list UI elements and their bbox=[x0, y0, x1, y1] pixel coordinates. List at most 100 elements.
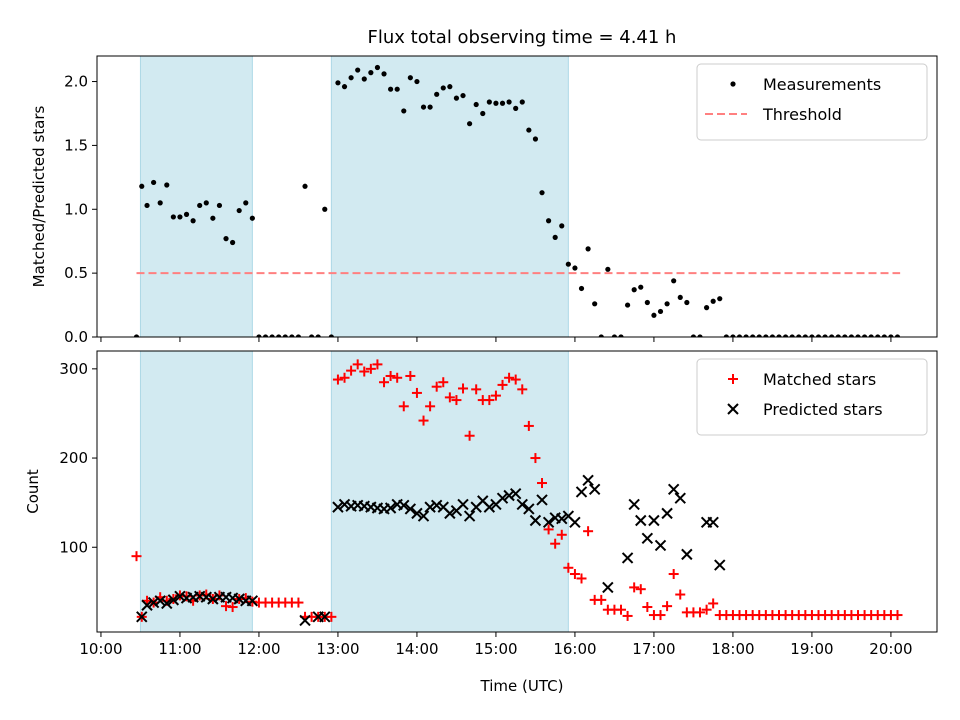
measurement-point bbox=[480, 110, 486, 117]
matched-point bbox=[418, 415, 429, 426]
observing-window-1 bbox=[139, 56, 253, 337]
series-measurements bbox=[133, 64, 901, 337]
predicted-point bbox=[661, 507, 673, 520]
measurement-point bbox=[322, 206, 328, 212]
predicted-point-b bbox=[411, 507, 423, 520]
matched-point bbox=[642, 602, 653, 613]
measurement-point bbox=[473, 101, 479, 108]
matched-point bbox=[662, 601, 673, 612]
measurement-point bbox=[348, 75, 354, 81]
y-axis-label: Matched/Predicted stars bbox=[30, 106, 48, 288]
predicted-point-b bbox=[457, 498, 469, 511]
predicted-point bbox=[207, 593, 219, 605]
predicted-point-b bbox=[154, 595, 166, 607]
measurement-point bbox=[335, 80, 341, 86]
y-tick-label: 2.0 bbox=[64, 73, 88, 91]
measurement-point bbox=[743, 334, 749, 337]
measurement-point bbox=[776, 334, 782, 337]
matched-point bbox=[398, 401, 409, 412]
measurement-point bbox=[394, 86, 400, 92]
predicted-point bbox=[233, 593, 245, 605]
measurement-point bbox=[309, 334, 315, 337]
matched-point bbox=[484, 395, 495, 406]
predicted-point-b bbox=[161, 597, 173, 610]
measurement-point bbox=[703, 305, 710, 311]
x-axis-label: Time (UTC) bbox=[480, 677, 564, 695]
x-tick-label: 14:00 bbox=[395, 640, 438, 658]
matched-point bbox=[695, 607, 706, 618]
matched-point bbox=[892, 610, 903, 621]
predicted-point bbox=[588, 483, 601, 495]
x-tick-label: 15:00 bbox=[474, 640, 517, 658]
observing-window-2 bbox=[330, 56, 569, 337]
measurement-point bbox=[269, 334, 275, 337]
predicted-point-b bbox=[404, 503, 417, 515]
matched-point bbox=[471, 384, 482, 395]
measurement-point bbox=[664, 301, 670, 307]
measurement-point bbox=[164, 182, 170, 188]
x-tick-label: 20:00 bbox=[869, 640, 912, 658]
measurement-point bbox=[592, 301, 598, 307]
matched-point bbox=[701, 604, 712, 615]
measurement-point bbox=[789, 334, 795, 337]
matched-point bbox=[451, 395, 462, 406]
measurement-point bbox=[875, 334, 881, 337]
measurement-point bbox=[888, 334, 894, 337]
predicted-point bbox=[430, 499, 443, 512]
predicted-point-b bbox=[556, 513, 568, 525]
measurement-point bbox=[526, 127, 532, 133]
measurement-point bbox=[855, 334, 861, 337]
measurement-point bbox=[802, 334, 808, 337]
measurement-point bbox=[848, 334, 855, 337]
measurement-point bbox=[420, 104, 427, 110]
measurement-point bbox=[414, 78, 420, 85]
predicted-point-b bbox=[667, 483, 680, 495]
predicted-point-b bbox=[503, 489, 515, 502]
predicted-point-b bbox=[147, 596, 160, 609]
y-axis-label: Count bbox=[24, 469, 42, 514]
x-tick-label: 16:00 bbox=[553, 640, 596, 658]
legend-label: Measurements bbox=[763, 75, 881, 94]
predicted-point bbox=[398, 499, 410, 512]
measurement-point bbox=[881, 334, 887, 337]
predicted-point-b bbox=[398, 499, 410, 512]
matched-point bbox=[385, 370, 396, 381]
y-tick-label: 100 bbox=[59, 538, 88, 556]
measurement-point bbox=[328, 334, 334, 337]
predicted-point-b bbox=[575, 486, 588, 498]
predicted-point bbox=[621, 552, 634, 564]
predicted-point bbox=[154, 595, 166, 607]
measurement-point bbox=[374, 64, 381, 71]
measurement-point bbox=[223, 236, 229, 242]
matched-point bbox=[504, 372, 515, 383]
matched-point bbox=[425, 401, 436, 412]
predicted-point bbox=[200, 591, 212, 603]
predicted-point-b bbox=[477, 495, 489, 507]
matched-point bbox=[517, 384, 528, 395]
predicted-point-b bbox=[635, 514, 647, 527]
measurement-point bbox=[170, 214, 176, 220]
measurement-point bbox=[236, 207, 242, 214]
predicted-point bbox=[496, 492, 509, 504]
measurement-point bbox=[144, 202, 150, 209]
legend-label: Predicted stars bbox=[763, 400, 883, 419]
measurement-point bbox=[829, 334, 835, 337]
predicted-point bbox=[536, 494, 548, 506]
predicted-point-b bbox=[167, 594, 180, 606]
legend-box bbox=[696, 358, 928, 436]
matched-point bbox=[293, 597, 304, 608]
measurement-point bbox=[782, 334, 789, 337]
measurement-point bbox=[427, 104, 433, 110]
measurement-point bbox=[230, 239, 236, 246]
measurement-point bbox=[216, 202, 223, 209]
matched-point bbox=[556, 529, 567, 540]
legend-marker-x-b bbox=[727, 403, 739, 415]
matched-point bbox=[359, 366, 370, 377]
measurement-point bbox=[868, 334, 874, 337]
measurement-point bbox=[532, 136, 539, 142]
measurement-point bbox=[440, 85, 446, 91]
predicted-point-b bbox=[641, 532, 654, 545]
matched-point bbox=[550, 538, 561, 549]
matched-point bbox=[708, 598, 719, 609]
